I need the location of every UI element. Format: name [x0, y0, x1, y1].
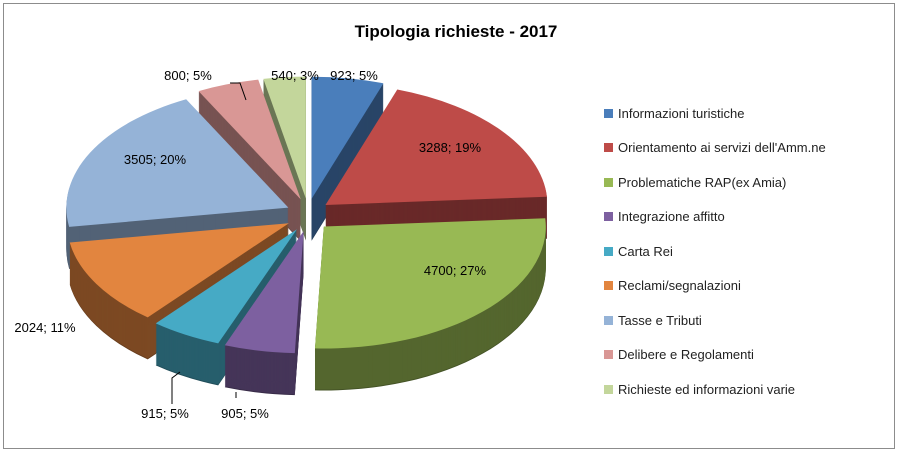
legend-label: Orientamento ai servizi dell'Amm.ne [618, 140, 826, 156]
pie-slice-top [224, 231, 304, 354]
legend-item: Carta Rei [604, 234, 826, 269]
legend-item: Reclami/segnalazioni [604, 269, 826, 304]
pie-slice-top [325, 89, 547, 205]
data-label: 800; 5% [164, 68, 212, 83]
data-label: 3505; 20% [124, 152, 187, 167]
pie-slice-3 [224, 231, 304, 396]
legend-item: Informazioni turistiche [604, 96, 826, 131]
legend-item: Integrazione affitto [604, 200, 826, 235]
data-label: 915; 5% [141, 406, 189, 421]
legend-swatch [604, 212, 613, 222]
legend-swatch [604, 350, 613, 360]
leader-line [230, 82, 247, 101]
pie-slice-4 [155, 229, 297, 386]
legend-swatch [604, 281, 613, 291]
legend: Informazioni turistiche Orientamento ai s… [604, 96, 826, 407]
pie-slice-top [66, 99, 289, 227]
legend-label: Integrazione affitto [618, 209, 725, 225]
data-label: 3288; 19% [419, 140, 482, 155]
legend-label: Richieste ed informazioni varie [618, 381, 796, 397]
legend-swatch [604, 143, 613, 153]
legend-item: Problematiche RAP(ex Amia) [604, 165, 826, 200]
pie-slice-top [69, 223, 289, 318]
legend-label: Delibere e Regolamenti [618, 347, 754, 363]
legend-swatch [604, 384, 613, 394]
legend-label: Reclami/segnalazioni [618, 278, 741, 294]
pie-slice-top [155, 229, 297, 344]
pie-slice-2 [314, 218, 546, 391]
chart-border [3, 3, 895, 449]
pie-slice-top [311, 76, 384, 199]
legend-swatch [604, 246, 613, 256]
legend-item: Orientamento ai servizi dell'Amm.ne [604, 131, 826, 166]
data-label: 4700; 27% [424, 263, 487, 278]
leader-line [171, 371, 181, 404]
chart-title: Tipologia richieste - 2017 [354, 22, 558, 41]
legend-label: Carta Rei [618, 243, 673, 259]
data-label: 2024; 11% [14, 320, 76, 335]
pie-slice-top [314, 218, 546, 349]
legend-item: Richieste ed informazioni varie [604, 372, 826, 407]
legend-label: Informazioni turistiche [618, 105, 745, 121]
data-label: 905; 5% [221, 406, 269, 421]
legend-item: Delibere e Regolamenti [604, 338, 826, 373]
legend-swatch [604, 315, 613, 325]
legend-swatch [604, 177, 613, 187]
pie-slice-0 [311, 76, 384, 241]
legend-label: Tasse e Tributi [618, 312, 702, 328]
data-label: 540; 3% [271, 68, 319, 83]
pie-slice-top [198, 79, 301, 200]
pie-slice-top [263, 76, 306, 199]
pie-slice-1 [325, 89, 547, 247]
legend-label: Problematiche RAP(ex Amia) [618, 174, 787, 190]
data-label: 923; 5% [330, 68, 378, 83]
legend-item: Tasse e Tributi [604, 303, 826, 338]
legend-swatch [604, 108, 613, 118]
